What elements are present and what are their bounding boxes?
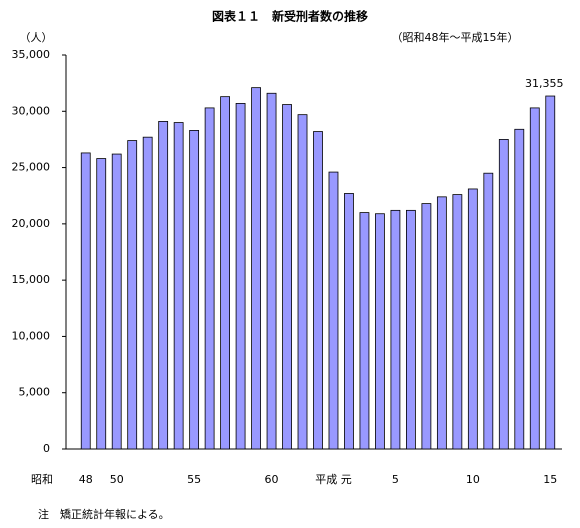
bar: [111, 153, 122, 450]
x-tick-label: 48: [79, 473, 93, 486]
chart-title: 図表１１ 新受刑者数の推移: [212, 9, 368, 24]
bar: [204, 107, 215, 450]
y-tick-label: 15,000: [12, 273, 51, 286]
y-tick-label: 0: [43, 442, 50, 455]
note: 注 矯正統計年報による。: [38, 507, 170, 521]
bar: [80, 152, 91, 450]
bar: [297, 114, 308, 450]
y-tick-label: 30,000: [12, 104, 51, 117]
bar: [375, 213, 385, 450]
bar: [421, 203, 432, 450]
x-tick-label: 5: [392, 473, 399, 486]
bar: [452, 194, 463, 450]
x-tick-label: 60: [265, 473, 279, 486]
bar: [529, 107, 540, 450]
bar: [127, 140, 138, 450]
bar: [313, 131, 323, 450]
bar: [514, 128, 525, 450]
bar: [344, 193, 354, 450]
bar: [359, 212, 370, 450]
bar: [235, 103, 246, 450]
bar: [498, 139, 509, 450]
bar: [467, 188, 478, 450]
x-tick-label: 平成 元: [315, 473, 352, 486]
x-tick-label: 10: [466, 473, 480, 486]
y-tick-label: 10,000: [12, 329, 51, 342]
bar: [483, 172, 494, 450]
chart-subtitle: （昭和48年～平成15年）: [392, 30, 519, 44]
bar: [266, 92, 277, 450]
bar: [251, 87, 261, 450]
y-tick-label: 25,000: [12, 161, 51, 174]
bar: [282, 104, 292, 450]
bar: [96, 158, 107, 450]
bar: [189, 130, 200, 450]
bar: [158, 121, 169, 450]
x-tick-label: 15: [543, 473, 557, 486]
value-label: 31,355: [525, 77, 564, 90]
y-tick-label: 35,000: [12, 48, 51, 61]
era-label: 昭和: [31, 473, 53, 486]
bar: [173, 122, 184, 450]
bar: [545, 95, 556, 450]
y-tick-label: 5,000: [19, 386, 51, 399]
y-tick-label: 20,000: [12, 217, 51, 230]
x-tick-label: 55: [187, 473, 201, 486]
bar: [328, 171, 339, 450]
bar: [142, 136, 153, 450]
bar: [406, 209, 416, 450]
bar: [390, 209, 401, 450]
bar: [220, 96, 230, 450]
y-unit: （人）: [20, 31, 53, 44]
bar: [436, 196, 447, 450]
x-tick-label: 50: [110, 473, 124, 486]
